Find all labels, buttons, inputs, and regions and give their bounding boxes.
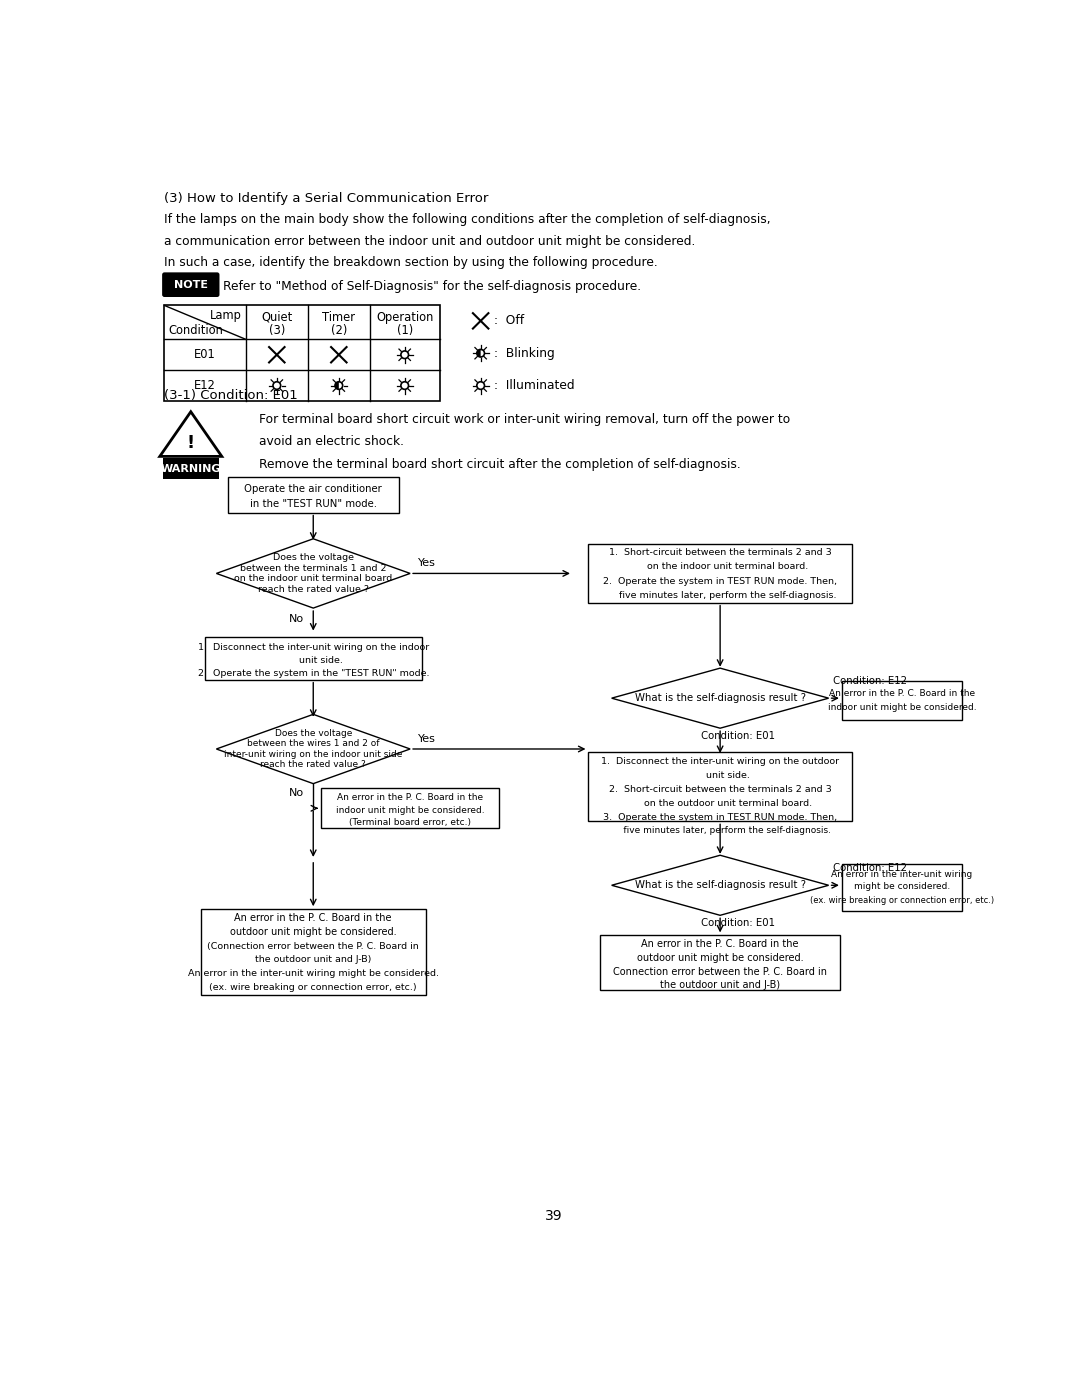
Polygon shape	[611, 668, 828, 728]
Text: !: !	[187, 433, 194, 451]
Text: Operation: Operation	[376, 312, 433, 324]
Text: Condition: E12: Condition: E12	[834, 676, 907, 686]
Polygon shape	[335, 381, 339, 390]
Text: No: No	[288, 788, 303, 798]
Text: (2): (2)	[330, 324, 347, 337]
Text: Does the voltage
between the wires 1 and 2 of
inter-unit wiring on the indoor un: Does the voltage between the wires 1 and…	[224, 729, 403, 770]
Bar	[589, 545, 852, 602]
Text: indoor unit might be considered.: indoor unit might be considered.	[827, 703, 976, 712]
Text: in the "TEST RUN" mode.: in the "TEST RUN" mode.	[249, 499, 377, 509]
Text: (Connection error between the P. C. Board in: (Connection error between the P. C. Boar…	[207, 942, 419, 950]
Text: (ex. wire breaking or connection error, etc.): (ex. wire breaking or connection error, …	[810, 897, 994, 905]
Bar	[228, 478, 399, 513]
Bar	[589, 752, 852, 821]
Text: 2.  Operate the system in the "TEST RUN" mode.: 2. Operate the system in the "TEST RUN" …	[198, 669, 429, 678]
Text: If the lamps on the main body show the following conditions after the completion: If the lamps on the main body show the f…	[164, 214, 771, 226]
Text: Yes: Yes	[418, 733, 435, 743]
Text: (1): (1)	[396, 324, 413, 337]
FancyBboxPatch shape	[163, 458, 218, 479]
Text: five minutes later, perform the self-diagnosis.: five minutes later, perform the self-dia…	[609, 826, 832, 835]
Text: unit side.: unit side.	[284, 657, 342, 665]
Text: No: No	[288, 615, 303, 624]
Text: What is the self-diagnosis result ?: What is the self-diagnosis result ?	[635, 693, 806, 703]
Text: Condition: E12: Condition: E12	[834, 863, 907, 873]
Text: a communication error between the indoor unit and outdoor unit might be consider: a communication error between the indoor…	[164, 235, 696, 247]
Text: Does the voltage
between the terminals 1 and 2
on the indoor unit terminal board: Does the voltage between the terminals 1…	[234, 553, 392, 594]
Text: Remove the terminal board short circuit after the completion of self-diagnosis.: Remove the terminal board short circuit …	[259, 458, 741, 471]
Bar	[600, 935, 840, 990]
Text: An error in the inter-unit wiring: An error in the inter-unit wiring	[832, 870, 972, 879]
Polygon shape	[216, 539, 410, 608]
Text: (Terminal board error, etc.): (Terminal board error, etc.)	[349, 819, 471, 827]
Bar	[164, 306, 440, 401]
Text: 2.  Operate the system in TEST RUN mode. Then,: 2. Operate the system in TEST RUN mode. …	[603, 577, 837, 587]
Text: :  Blinking: : Blinking	[494, 346, 554, 359]
Text: Quiet: Quiet	[261, 312, 293, 324]
Bar	[321, 788, 499, 828]
Text: 3.  Operate the system in TEST RUN mode. Then,: 3. Operate the system in TEST RUN mode. …	[603, 813, 837, 821]
Text: (3-1) Condition: E01: (3-1) Condition: E01	[164, 388, 298, 401]
Text: on the indoor unit terminal board.: on the indoor unit terminal board.	[632, 562, 808, 571]
Text: In such a case, identify the breakdown section by using the following procedure.: In such a case, identify the breakdown s…	[164, 256, 658, 270]
Text: five minutes later, perform the self-diagnosis.: five minutes later, perform the self-dia…	[604, 591, 836, 601]
Text: 1.  Disconnect the inter-unit wiring on the outdoor: 1. Disconnect the inter-unit wiring on t…	[602, 757, 839, 766]
Text: Refer to "Method of Self-Diagnosis" for the self-diagnosis procedure.: Refer to "Method of Self-Diagnosis" for …	[224, 279, 642, 293]
Bar	[205, 637, 422, 680]
Text: An error in the P. C. Board in the: An error in the P. C. Board in the	[642, 939, 799, 949]
Text: 39: 39	[544, 1210, 563, 1224]
Text: Yes: Yes	[418, 557, 435, 569]
Polygon shape	[160, 412, 221, 457]
Text: (ex. wire breaking or connection error, etc.): (ex. wire breaking or connection error, …	[210, 983, 417, 992]
Text: E12: E12	[194, 379, 216, 393]
Text: Condition: E01: Condition: E01	[701, 918, 774, 929]
Text: Condition: E01: Condition: E01	[701, 731, 774, 742]
Text: 2.  Short-circuit between the terminals 2 and 3: 2. Short-circuit between the terminals 2…	[609, 785, 832, 795]
Text: Timer: Timer	[322, 312, 355, 324]
Text: the outdoor unit and J-B): the outdoor unit and J-B)	[255, 954, 372, 964]
Text: avoid an electric shock.: avoid an electric shock.	[259, 434, 404, 448]
Text: Connection error between the P. C. Board in: Connection error between the P. C. Board…	[613, 967, 827, 977]
Text: might be considered.: might be considered.	[853, 882, 950, 890]
Text: 1.  Short-circuit between the terminals 2 and 3: 1. Short-circuit between the terminals 2…	[609, 548, 832, 557]
Text: E01: E01	[194, 348, 216, 362]
Text: (3) How to Identify a Serial Communication Error: (3) How to Identify a Serial Communicati…	[164, 193, 489, 205]
Text: NOTE: NOTE	[174, 279, 207, 289]
Bar	[201, 909, 426, 996]
Text: on the outdoor unit terminal board.: on the outdoor unit terminal board.	[629, 799, 812, 807]
Text: 1.  Disconnect the inter-unit wiring on the indoor: 1. Disconnect the inter-unit wiring on t…	[198, 643, 429, 652]
Text: Lamp: Lamp	[211, 309, 242, 323]
Text: An error in the inter-unit wiring might be considered.: An error in the inter-unit wiring might …	[188, 970, 438, 978]
Text: Operate the air conditioner: Operate the air conditioner	[244, 483, 382, 493]
Polygon shape	[476, 349, 481, 358]
FancyBboxPatch shape	[162, 272, 219, 298]
Text: :  Off: : Off	[494, 314, 524, 327]
Text: Condition: Condition	[168, 324, 224, 337]
Bar	[841, 863, 962, 911]
Text: outdoor unit might be considered.: outdoor unit might be considered.	[637, 953, 804, 963]
Text: (3): (3)	[269, 324, 285, 337]
Text: What is the self-diagnosis result ?: What is the self-diagnosis result ?	[635, 880, 806, 890]
Text: outdoor unit might be considered.: outdoor unit might be considered.	[230, 928, 396, 937]
Bar	[841, 682, 962, 719]
Text: An error in the P. C. Board in the: An error in the P. C. Board in the	[337, 793, 483, 802]
Text: An error in the P. C. Board in the: An error in the P. C. Board in the	[828, 689, 975, 698]
Text: An error in the P. C. Board in the: An error in the P. C. Board in the	[234, 914, 392, 923]
Polygon shape	[611, 855, 828, 915]
Text: :  Illuminated: : Illuminated	[494, 379, 575, 393]
Text: unit side.: unit side.	[691, 771, 750, 781]
Text: For terminal board short circuit work or inter-unit wiring removal, turn off the: For terminal board short circuit work or…	[259, 414, 791, 426]
Text: the outdoor unit and J-B): the outdoor unit and J-B)	[660, 981, 780, 990]
Text: indoor unit might be considered.: indoor unit might be considered.	[336, 806, 485, 814]
Text: WARNING: WARNING	[161, 464, 221, 474]
Polygon shape	[216, 714, 410, 784]
